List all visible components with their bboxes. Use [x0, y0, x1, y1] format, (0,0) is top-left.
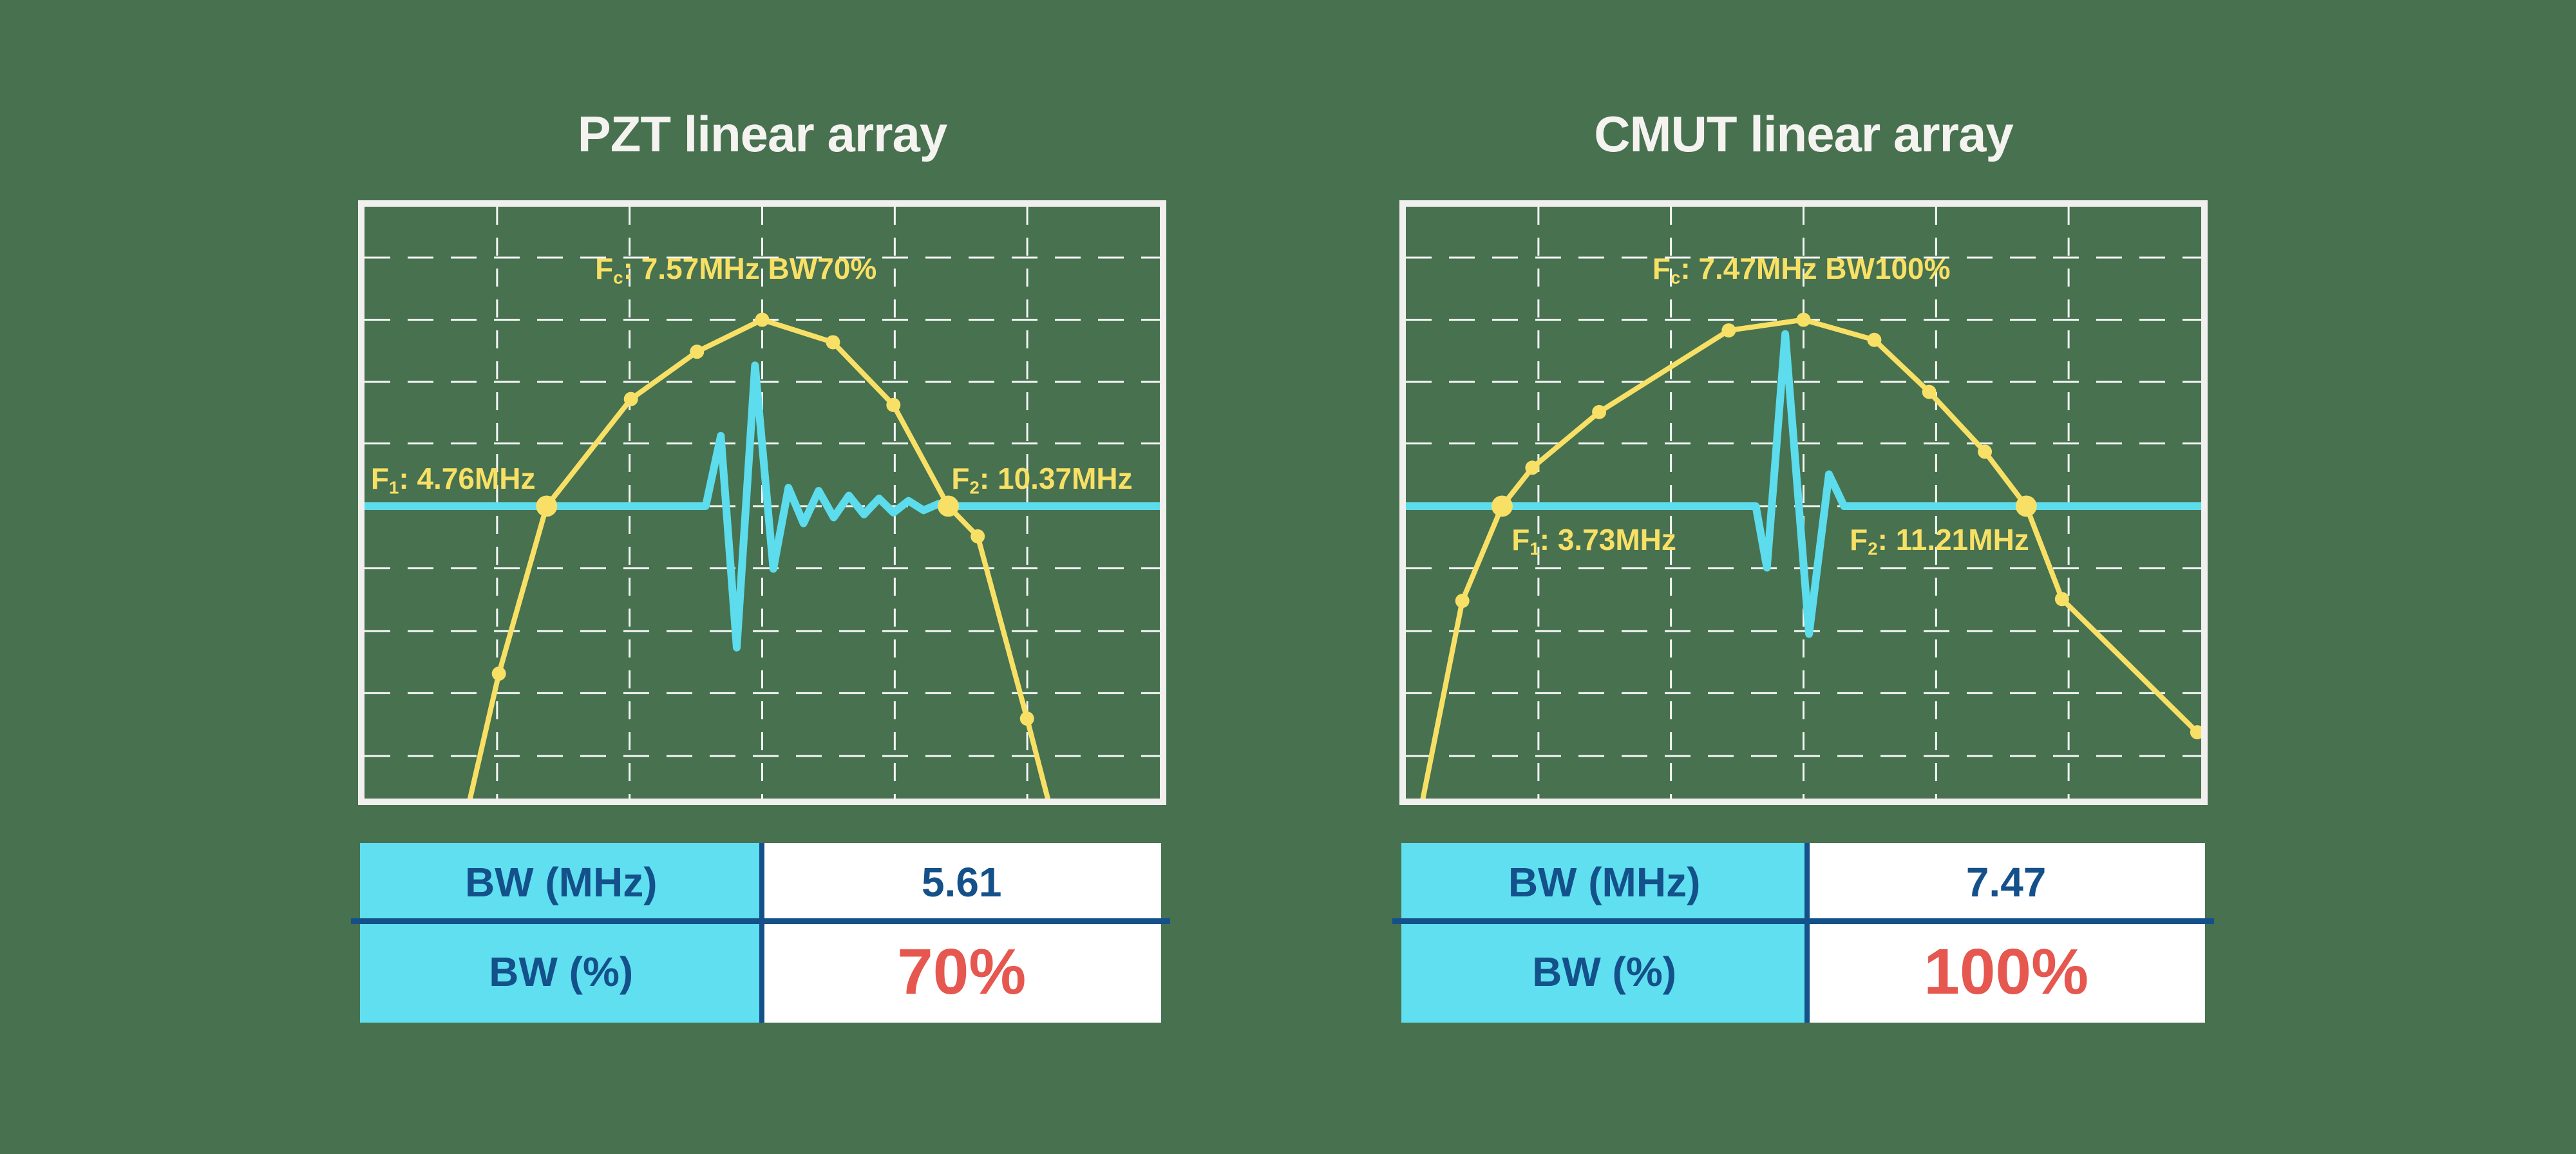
cmut-f1-label: F1: 3.73MHz — [1511, 523, 1676, 560]
cmut-bw-pct-value: 100% — [1924, 935, 2088, 1008]
cmut-bw-pct-value-cell: 100% — [1807, 921, 2205, 1023]
cmut-panel-title: CMUT linear array — [1594, 106, 2014, 162]
cmut-bw-mhz-label-cell: BW (MHz) — [1401, 843, 1808, 921]
pzt-bw-pct-value: 70% — [897, 935, 1027, 1008]
pzt-panel-title: PZT linear array — [577, 106, 948, 162]
cmut-bw-pct-label-cell: BW (%) — [1401, 921, 1808, 1023]
pzt-chart-svg — [365, 207, 1160, 799]
table-column-divider — [759, 843, 765, 1023]
pzt-bw-mhz-value-cell: 5.61 — [762, 843, 1161, 921]
pzt-center-frequency-label: Fc: 7.57MHz BW70% — [595, 251, 877, 288]
table-row-divider — [351, 918, 1170, 924]
pzt-chart-frame: Fc: 7.57MHz BW70% F1: 4.76MHz F2: 10.37M… — [358, 200, 1166, 805]
cmut-center-frequency-label: Fc: 7.47MHz BW100% — [1652, 251, 1951, 288]
cmut-chart-frame: Fc: 7.47MHz BW100% F1: 3.73MHz F2: 11.21… — [1399, 200, 2208, 805]
table-row: BW (%) 100% — [1401, 921, 2205, 1023]
table-row-divider — [1392, 918, 2214, 924]
cmut-f2-label: F2: 11.21MHz — [1850, 523, 2029, 560]
cmut-bw-mhz-value-cell: 7.47 — [1807, 843, 2205, 921]
pzt-f2-label: F2: 10.37MHz — [951, 461, 1133, 498]
table-row: BW (%) 70% — [360, 921, 1161, 1023]
pzt-bw-mhz-value: 5.61 — [921, 858, 1002, 905]
table-row: BW (MHz) 7.47 — [1401, 843, 2205, 921]
cmut-chart-svg — [1406, 207, 2201, 799]
table-column-divider — [1804, 843, 1810, 1023]
pzt-bw-pct-label-cell: BW (%) — [360, 921, 762, 1023]
cmut-bw-mhz-value: 7.47 — [1965, 858, 2047, 905]
cmut-bw-table: BW (MHz) 7.47 BW (%) 100% — [1392, 843, 2214, 1023]
pzt-f1-label: F1: 4.76MHz — [370, 461, 536, 498]
table-row: BW (MHz) 5.61 — [360, 843, 1161, 921]
pzt-bw-table: BW (MHz) 5.61 BW (%) 70% — [351, 843, 1170, 1023]
pzt-bw-pct-value-cell: 70% — [762, 921, 1161, 1023]
pzt-bw-mhz-label-cell: BW (MHz) — [360, 843, 762, 921]
